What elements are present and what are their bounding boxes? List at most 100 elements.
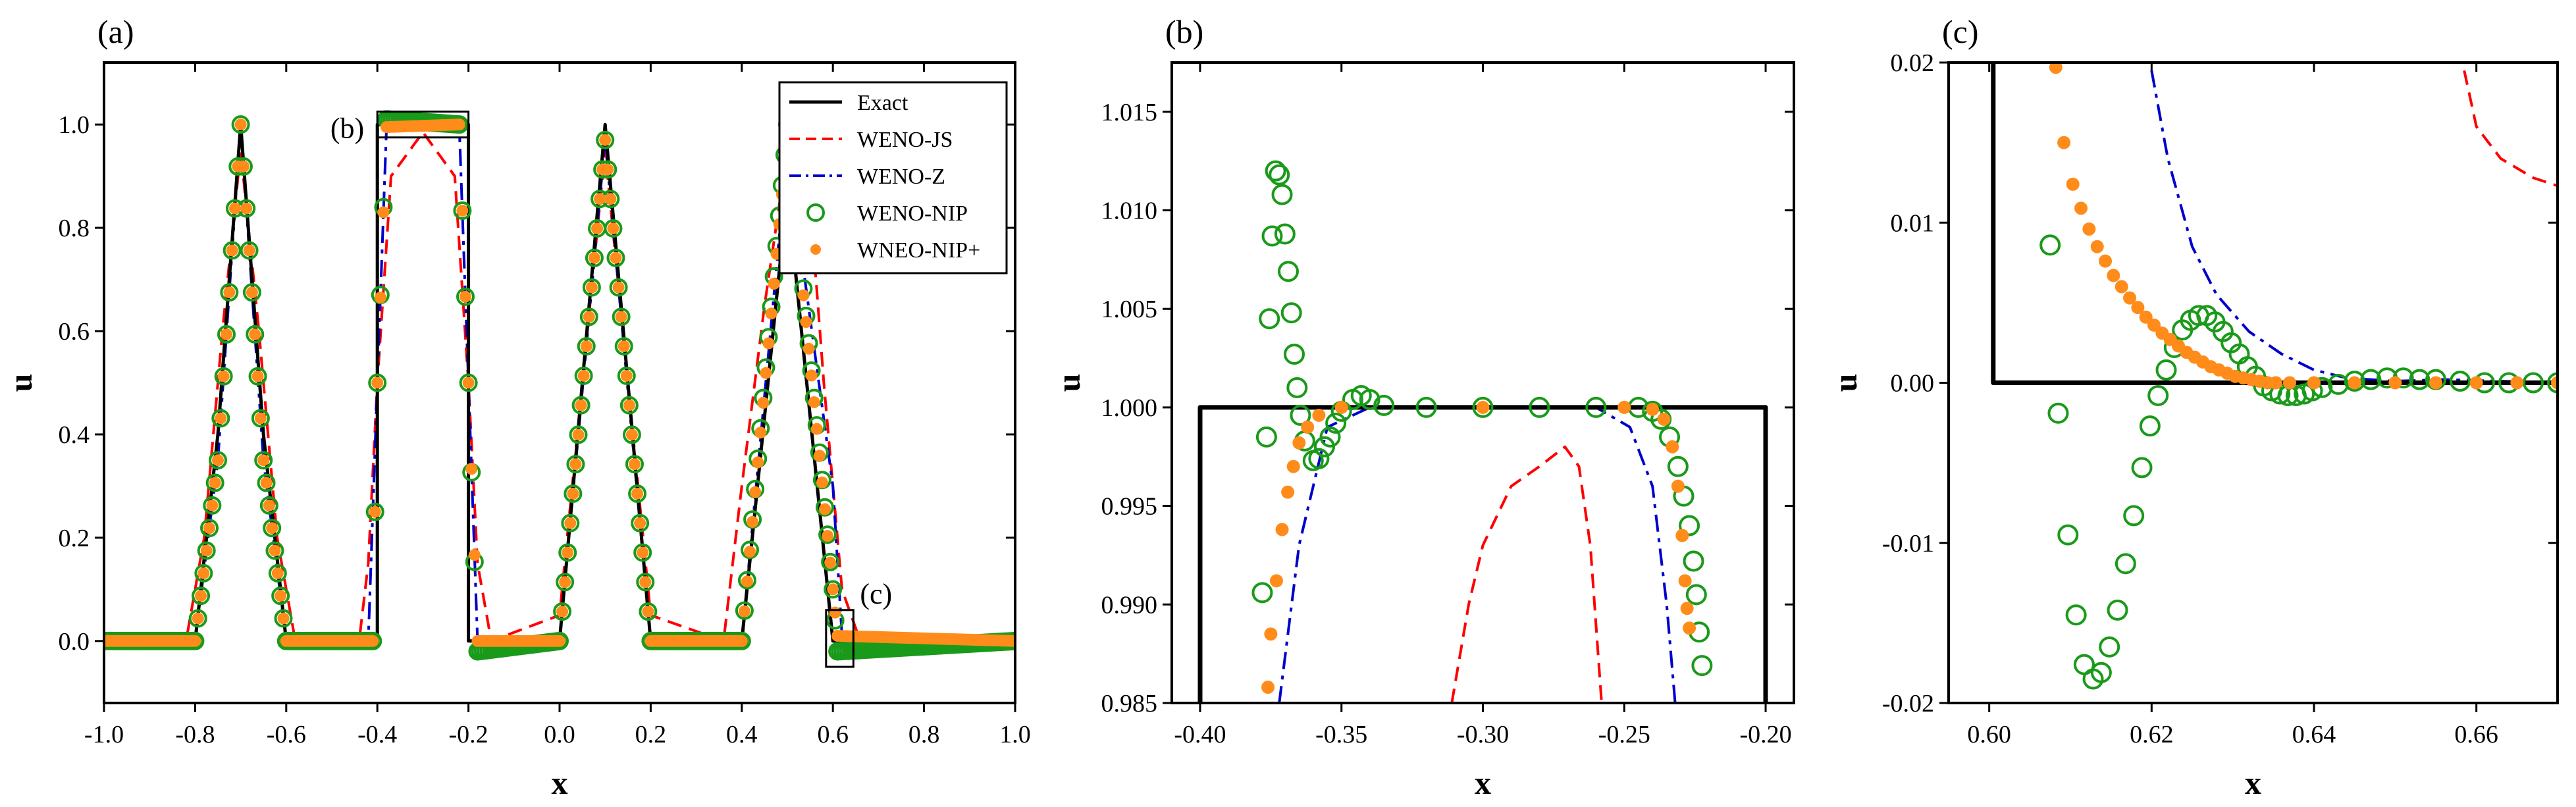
- marker-circle: [622, 425, 641, 444]
- series-exact: [1991, 63, 2558, 385]
- x-tick-label: -0.20: [1739, 721, 1791, 748]
- marker-dot: [1301, 420, 1315, 434]
- marker-circle: [558, 543, 577, 562]
- marker-circle: [1255, 426, 1277, 448]
- marker-dot: [2147, 318, 2161, 332]
- x-axis-label: x: [1475, 764, 1491, 801]
- marker-circle: [2047, 402, 2069, 424]
- y-tick-label: 0.8: [59, 215, 90, 242]
- marker-dot: [226, 244, 238, 257]
- marker-circle: [639, 602, 658, 621]
- marker-dot: [1657, 412, 1671, 426]
- marker-dot: [583, 311, 595, 323]
- marker-dot: [612, 281, 625, 294]
- panel-b: (b) -0.40 -0.35 -0.30 -0.25 -0.20 0.985 0.990 0.…: [1050, 13, 1795, 801]
- panel-a: (a) -1.0 -0.8 -0.6 -0.4 -0.2 0.0 0.2 0.4 0.6 0.8 1.…: [2, 13, 1031, 801]
- marker-dot: [254, 412, 267, 425]
- legend-label: WENO-NIP: [857, 201, 968, 226]
- marker-circle: [259, 496, 278, 515]
- series-weno-nip: [1251, 160, 1713, 677]
- marker-dot: [559, 576, 571, 588]
- marker-dot: [610, 251, 622, 264]
- marker-dot: [567, 487, 579, 500]
- marker-circle: [553, 602, 572, 621]
- marker-dot: [1264, 627, 1278, 641]
- plot-frame: [1170, 61, 1795, 704]
- x-tick-label: 0.2: [635, 721, 667, 748]
- zoom-box: [376, 111, 470, 139]
- marker-circle: [2147, 384, 2169, 406]
- marker-circle: [617, 366, 636, 385]
- marker-circle: [2139, 415, 2161, 437]
- x-tick-label: -0.2: [449, 721, 488, 748]
- marker-dot: [575, 399, 587, 411]
- marker-dot: [569, 458, 582, 471]
- marker-circle: [242, 283, 261, 302]
- marker-dot: [263, 499, 275, 511]
- y-tick-label: -0.01: [1882, 530, 1934, 558]
- marker-dot: [625, 429, 638, 441]
- marker-circle: [1472, 396, 1494, 418]
- x-tick-label: -0.35: [1315, 721, 1367, 748]
- marker-dot: [200, 544, 213, 557]
- marker-dot: [1312, 408, 1326, 422]
- y-tick-label: 0.00: [1891, 370, 1935, 398]
- marker-circle: [815, 498, 834, 517]
- marker-circle: [606, 248, 625, 267]
- marker-dot: [827, 583, 839, 596]
- marker-circle: [1667, 456, 1689, 477]
- y-tick-label: 0.2: [59, 525, 90, 552]
- marker-dot: [768, 278, 780, 290]
- marker-circle: [248, 367, 267, 386]
- marker-dot: [1646, 402, 1660, 416]
- marker-dot: [800, 316, 812, 328]
- legend-label: WNEO-NIP+: [857, 238, 980, 263]
- marker-circle: [2155, 359, 2177, 381]
- marker-dot: [637, 546, 649, 559]
- marker-dot: [805, 369, 818, 382]
- x-tick-label: 0.60: [1967, 721, 2011, 748]
- marker-circle: [2547, 372, 2558, 394]
- marker-circle: [2057, 524, 2079, 546]
- marker-dot: [234, 118, 247, 131]
- series-weno-z: [2150, 70, 2558, 384]
- marker-dot: [762, 337, 775, 350]
- marker-dot: [2074, 201, 2088, 215]
- marker-dot: [228, 202, 241, 215]
- legend-swatch: [806, 203, 825, 222]
- marker-circle: [192, 586, 211, 606]
- x-tick-label: 0.64: [2292, 721, 2336, 748]
- marker-circle: [1269, 164, 1290, 186]
- marker-circle: [585, 248, 604, 267]
- marker-circle: [1585, 396, 1607, 418]
- marker-dot: [802, 342, 815, 355]
- series-weno-js: [1450, 445, 1603, 703]
- marker-circle: [564, 484, 583, 503]
- marker-dot: [754, 427, 767, 439]
- y-tick-label: 0.02: [1891, 49, 1935, 77]
- marker-dot: [760, 367, 772, 379]
- marker-circle: [2115, 553, 2136, 575]
- marker-dot: [554, 635, 565, 647]
- marker-circle: [2107, 599, 2128, 621]
- marker-circle: [231, 115, 250, 134]
- series-weno-z: [1278, 405, 1677, 703]
- y-tick-label: 1.000: [1101, 394, 1158, 422]
- marker-dot: [604, 193, 617, 205]
- marker-dot: [1617, 400, 1631, 414]
- marker-circle: [459, 373, 478, 392]
- marker-dot: [215, 412, 227, 425]
- marker-circle: [609, 278, 628, 297]
- zoom-label: (b): [330, 113, 364, 145]
- plot-frame: [103, 61, 1016, 704]
- marker-circle: [194, 563, 213, 583]
- marker-dot: [822, 530, 834, 542]
- marker-dot: [257, 454, 270, 467]
- marker-dot: [459, 290, 471, 303]
- legend-swatch: [810, 244, 821, 255]
- marker-circle: [1271, 184, 1293, 205]
- marker-circle: [1529, 396, 1550, 418]
- marker-dot: [615, 311, 627, 323]
- legend-entry: WNEO-NIP+: [810, 238, 980, 263]
